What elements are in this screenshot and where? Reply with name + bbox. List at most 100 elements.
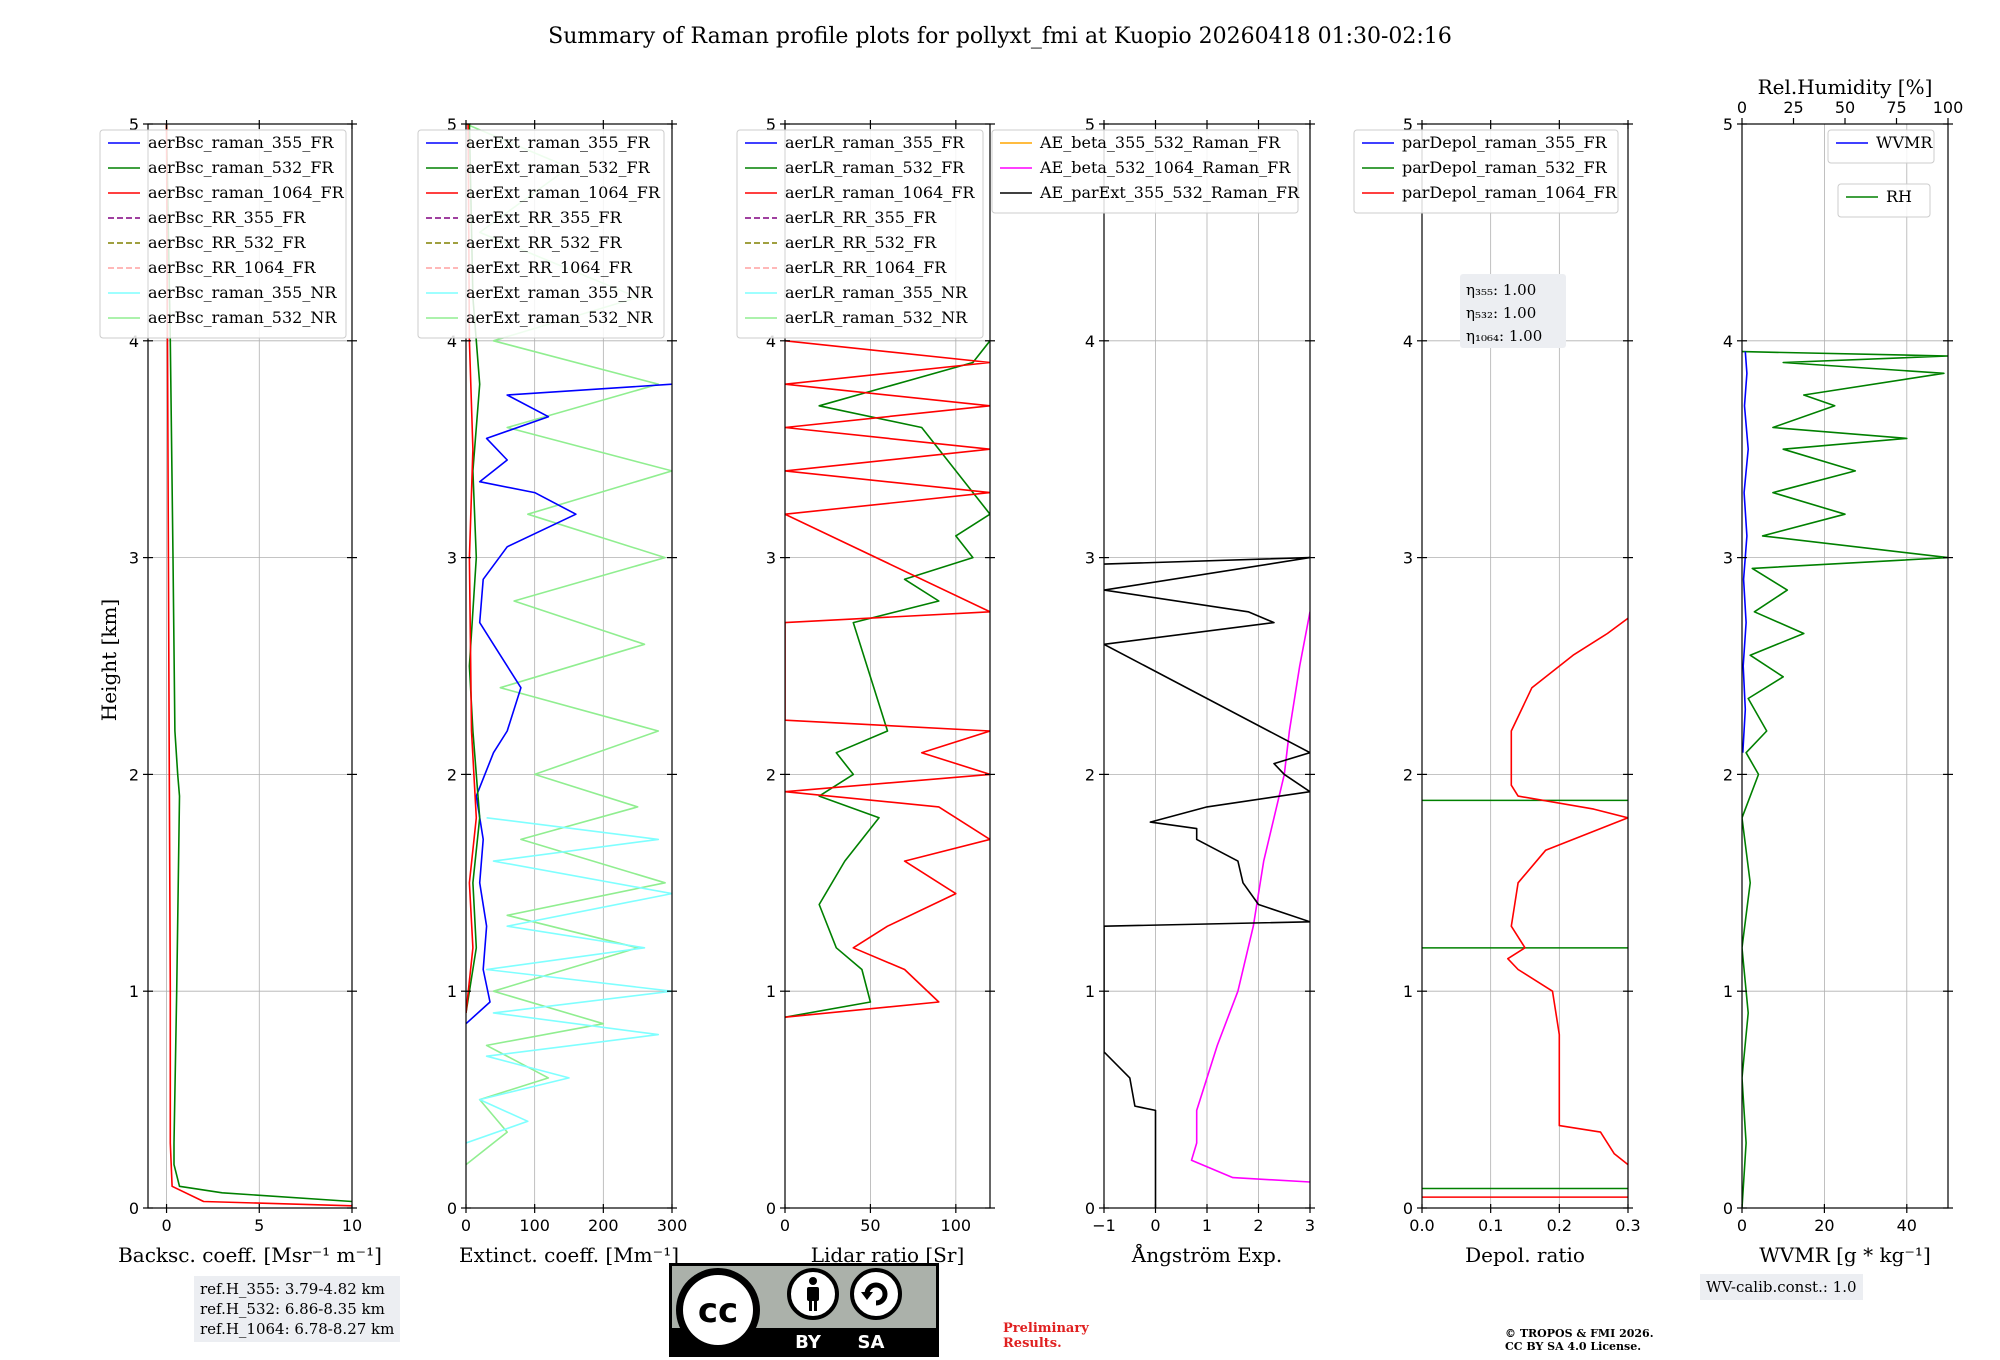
x-axis-label: WVMR [g * kg⁻¹] xyxy=(1759,1243,1931,1267)
x-tick-label: 0 xyxy=(780,1216,790,1235)
legend-entry-aerExt_RR_532_FR: aerExt_RR_532_FR xyxy=(466,233,623,252)
preliminary-line1: Preliminary xyxy=(1003,1321,1089,1336)
legend-entry-AE_beta_355_532_Raman_FR: AE_beta_355_532_Raman_FR xyxy=(1039,133,1281,152)
legend-entry-RH: RH xyxy=(1886,187,1912,206)
x-axis-label: Extinct. coeff. [Mm⁻¹] xyxy=(459,1243,679,1267)
x-tick-label: 5 xyxy=(254,1216,264,1235)
sa-share-alike-icon xyxy=(850,1268,902,1320)
legend-entry-aerExt_raman_355_FR: aerExt_raman_355_FR xyxy=(466,133,651,152)
legend-entry-WVMR: WVMR xyxy=(1876,133,1933,152)
preliminary-results-note: Preliminary Results. xyxy=(1003,1321,1089,1351)
legend-entry-aerBsc_raman_355_FR: aerBsc_raman_355_FR xyxy=(148,133,334,152)
y-tick-label: 0 xyxy=(1403,1199,1413,1218)
badge-by-label: BY xyxy=(795,1332,822,1353)
wv-rh-legend xyxy=(1837,183,1931,218)
top-tick-label: 25 xyxy=(1783,98,1803,117)
y-axis-label: Height [km] xyxy=(97,599,121,721)
x-axis-label: Ångström Exp. xyxy=(1131,1242,1282,1267)
cc-logo-icon: cc xyxy=(676,1268,760,1352)
axes-frame xyxy=(1421,123,1629,1209)
y-tick-label: 2 xyxy=(1403,765,1413,784)
y-tick-label: 1 xyxy=(129,982,139,1001)
ref-height-1064: ref.H_1064: 6.78-8.27 km xyxy=(200,1320,395,1338)
legend-entry-aerExt_RR_355_FR: aerExt_RR_355_FR xyxy=(466,208,623,227)
series-AE_beta_532_1064_Raman_FR xyxy=(1190,611,1310,1183)
legend-entry-aerBsc_raman_1064_FR: aerBsc_raman_1064_FR xyxy=(148,183,345,202)
legend-entry-aerExt_raman_1064_FR: aerExt_raman_1064_FR xyxy=(466,183,661,202)
bsc-legend xyxy=(99,129,347,339)
x-tick-label: 200 xyxy=(588,1216,619,1235)
ref-height-532: ref.H_532: 6.86-8.35 km xyxy=(200,1300,385,1318)
y-tick-label: 1 xyxy=(447,982,457,1001)
y-tick-label: 1 xyxy=(766,982,776,1001)
legend-entry-aerBsc_RR_532_FR: aerBsc_RR_532_FR xyxy=(148,233,306,252)
series-aerExt_raman_532_FR xyxy=(466,124,481,1014)
y-tick-label: 3 xyxy=(447,549,457,568)
panel-ext: 0 1 2 3 4 5 0 100 200 300 Extinct. coeff. [Mm⁻¹] ae… xyxy=(417,115,688,1267)
axes-frame xyxy=(147,123,353,1209)
x-tick-label: 1 xyxy=(1202,1216,1212,1235)
ext-legend xyxy=(417,129,665,339)
y-tick-label: 5 xyxy=(1723,115,1733,134)
legend-entry-aerBsc_raman_355_NR: aerBsc_raman_355_NR xyxy=(148,283,337,302)
x-tick-label: 50 xyxy=(860,1216,880,1235)
series-aerLR_raman_1064_FR xyxy=(785,340,990,1018)
legend-entry-aerBsc_RR_1064_FR: aerBsc_RR_1064_FR xyxy=(148,258,317,277)
legend-entry-AE_beta_532_1064_Raman_FR: AE_beta_532_1064_Raman_FR xyxy=(1039,158,1291,177)
legend-entry-aerLR_raman_355_FR: aerLR_raman_355_FR xyxy=(785,133,965,152)
x-tick-label: 100 xyxy=(941,1216,972,1235)
x-axis-label: Depol. ratio xyxy=(1465,1243,1585,1267)
y-tick-label: 1 xyxy=(1403,982,1413,1001)
legend-entry-aerBsc_raman_532_NR: aerBsc_raman_532_NR xyxy=(148,308,337,327)
y-tick-label: 1 xyxy=(1723,982,1733,1001)
y-tick-label: 3 xyxy=(129,549,139,568)
svg-text:cc: cc xyxy=(698,1291,738,1331)
axes-frame xyxy=(465,123,673,1209)
legend-entry-aerLR_RR_355_FR: aerLR_RR_355_FR xyxy=(785,208,937,227)
axes-frame xyxy=(1741,123,1949,1209)
y-tick-label: 4 xyxy=(129,332,139,351)
copyright-line1: © TROPOS & FMI 2026. xyxy=(1505,1327,1654,1340)
eta-annotation-eta532: η₅₃₂: 1.00 xyxy=(1466,304,1536,322)
x-tick-label: 20 xyxy=(1814,1216,1834,1235)
reference-heights-box: ref.H_355: 3.79-4.82 km ref.H_532: 6.86-… xyxy=(194,1276,401,1342)
y-tick-label: 2 xyxy=(1085,765,1095,784)
depol-legend xyxy=(1353,129,1619,214)
y-tick-label: 0 xyxy=(1085,1199,1095,1218)
x-tick-label: 0 xyxy=(1737,1216,1747,1235)
cc-by-sa-badge: cc BY SA xyxy=(669,1263,939,1357)
x-tick-label: 0.0 xyxy=(1409,1216,1434,1235)
y-tick-label: 0 xyxy=(129,1199,139,1218)
wv-calibration-text: WV-calib.const.: 1.0 xyxy=(1706,1278,1857,1296)
ae-legend xyxy=(991,129,1299,214)
legend-entry-aerLR_RR_1064_FR: aerLR_RR_1064_FR xyxy=(785,258,947,277)
legend-entry-AE_parExt_355_532_Raman_FR: AE_parExt_355_532_Raman_FR xyxy=(1039,183,1300,202)
x-tick-label: 0 xyxy=(1150,1216,1160,1235)
x-tick-label: 300 xyxy=(657,1216,688,1235)
series-parDepol_raman_1064_FR xyxy=(1507,617,1628,1166)
series-RH xyxy=(1742,350,1948,1208)
by-person-icon xyxy=(787,1268,839,1320)
x-tick-label: 0 xyxy=(161,1216,171,1235)
y-tick-label: 2 xyxy=(447,765,457,784)
series-group xyxy=(1507,617,1628,1166)
x-tick-label: 10 xyxy=(342,1216,362,1235)
wv-wvmr-legend xyxy=(1827,129,1935,164)
legend-entry-aerExt_raman_532_NR: aerExt_raman_532_NR xyxy=(466,308,654,327)
x-tick-label: −1 xyxy=(1092,1216,1116,1235)
top-tick-label: 50 xyxy=(1835,98,1855,117)
legend-entry-aerExt_raman_532_FR: aerExt_raman_532_FR xyxy=(466,158,651,177)
panel-depol: 0 1 2 3 4 5 0.0 0.1 0.2 0.3 Depol. ratio parDepol_r… xyxy=(1353,115,1641,1267)
preliminary-line2: Results. xyxy=(1003,1336,1062,1351)
legend-entry-aerLR_raman_532_FR: aerLR_raman_532_FR xyxy=(785,158,965,177)
y-tick-label: 2 xyxy=(129,765,139,784)
legend-entry-aerExt_raman_355_NR: aerExt_raman_355_NR xyxy=(466,283,654,302)
legend-entry-aerBsc_raman_532_FR: aerBsc_raman_532_FR xyxy=(148,158,334,177)
top-tick-label: 0 xyxy=(1737,98,1747,117)
x-tick-label: 40 xyxy=(1897,1216,1917,1235)
series-aerBsc_raman_532_FR xyxy=(165,124,352,1203)
y-tick-label: 0 xyxy=(1723,1199,1733,1218)
